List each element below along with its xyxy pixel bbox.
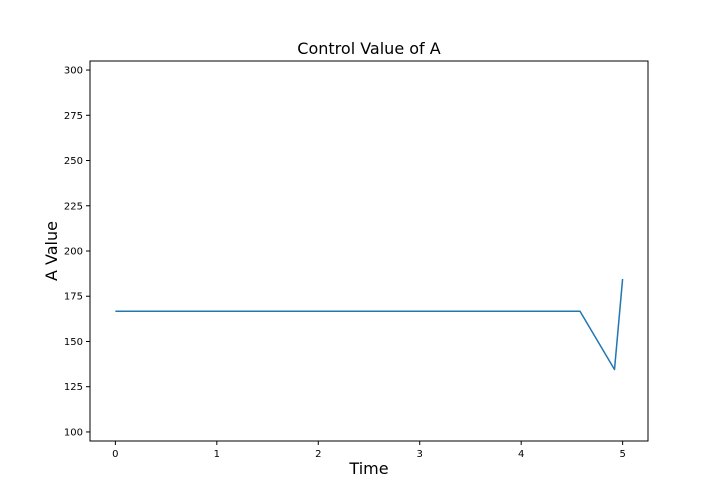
y-tick-label: 100 (64, 427, 83, 438)
plot-area (115, 278, 624, 371)
y-tick-label: 175 (64, 292, 83, 303)
y-tick-label: 200 (64, 247, 83, 258)
y-tick-label: 225 (64, 201, 83, 212)
y-tick-label: 150 (64, 337, 83, 348)
x-tick-label: 0 (112, 449, 118, 460)
plot-frame (89, 60, 649, 442)
series-line (115, 278, 624, 371)
y-tick-label: 300 (64, 66, 83, 77)
y-tick-label: 275 (64, 111, 83, 122)
chart-title: Control Value of A (297, 39, 440, 58)
y-axis-label: A Value (42, 221, 61, 281)
x-tick-label: 4 (518, 449, 524, 460)
y-tick-label: 250 (64, 156, 83, 167)
axis-ticks: 0 1 2 3 4 5 100 125 150 175 200 225 250 275 300 (64, 66, 626, 460)
x-tick-label: 5 (619, 449, 625, 460)
x-tick-label: 1 (214, 449, 220, 460)
x-tick-label: 3 (417, 449, 423, 460)
x-axis-label: Time (348, 459, 388, 478)
y-tick-label: 125 (64, 382, 83, 393)
x-tick-label: 2 (315, 449, 321, 460)
